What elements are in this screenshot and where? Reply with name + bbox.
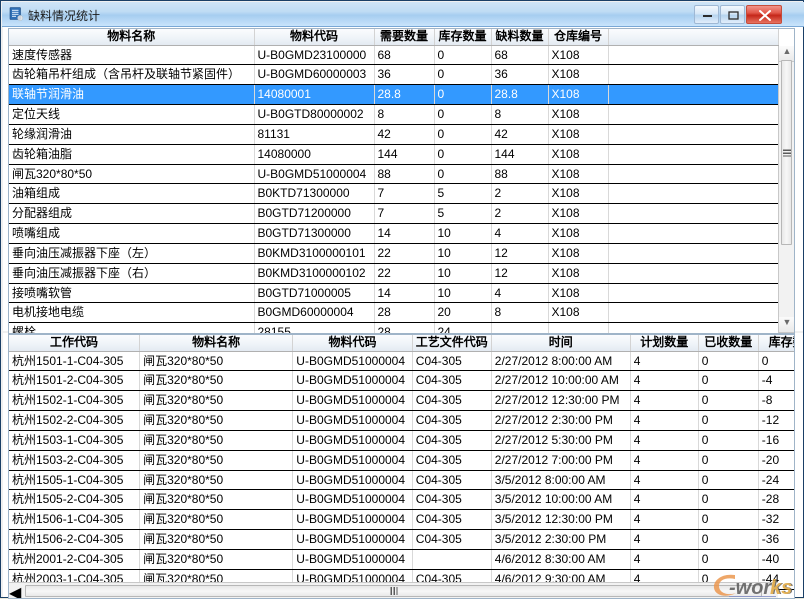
svg-text:ks: ks (770, 577, 792, 597)
